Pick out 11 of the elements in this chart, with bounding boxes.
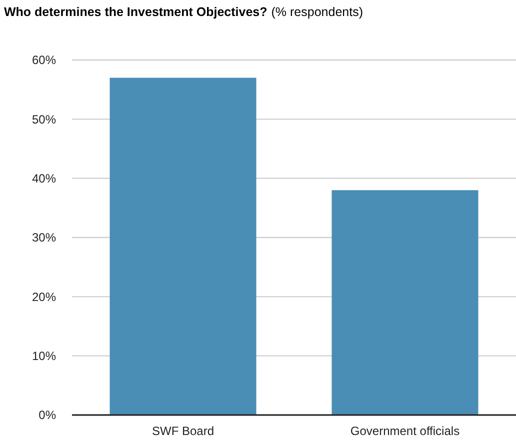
y-tick-label: 40% [32,172,56,186]
y-tick-label: 10% [32,349,56,364]
chart-title: Who determines the Investment Objectives? [4,5,268,19]
y-tick-label: 0% [38,408,56,422]
y-tick-label: 50% [32,112,56,126]
y-tick-label: 60% [32,53,56,68]
y-tick-label: 30% [32,230,56,245]
chart-subtitle: (% respondents) [271,5,363,19]
y-tick-label: 20% [32,290,56,304]
x-tick-label: Government officials [350,424,460,438]
x-tick-label: SWF Board [152,424,214,438]
